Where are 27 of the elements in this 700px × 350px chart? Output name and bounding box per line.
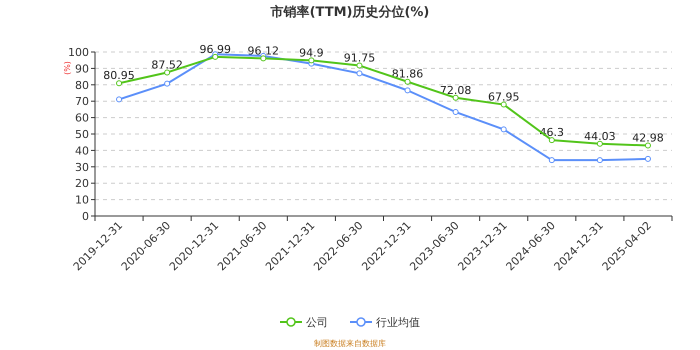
y-tick-label: 50 [75,128,89,141]
data-label: 44.03 [584,130,616,143]
data-label: 80.95 [103,69,135,82]
y-tick-label: 80 [75,78,89,92]
y-tick-label: 10 [75,194,89,207]
y-tick-label: 100 [68,46,89,59]
data-label: 42.98 [632,132,664,145]
y-tick-label: 70 [75,95,89,108]
data-label: 87.52 [151,58,183,72]
data-label: 81.86 [392,68,424,81]
y-axis-title: (%) [63,61,72,75]
data-label: 72.08 [440,84,472,97]
chart-title: 市销率(TTM)历史分位(%) [270,4,430,20]
y-tick-label: 40 [75,144,89,158]
legend-label: 公司 [306,316,328,329]
text: 制图数据来自数据库 [314,339,386,348]
y-tick-label: 0 [82,210,89,223]
data-label: 67.95 [488,90,520,104]
y-tick-label: 90 [75,62,89,76]
legend-label: 行业均值 [376,316,420,329]
y-tick-label: 30 [75,160,89,174]
data-label: 91.75 [344,52,376,65]
data-label: 94.9 [299,46,324,60]
y-tick-label: 20 [75,177,89,190]
data-label: 96.12 [248,44,280,58]
data-label: 96.99 [199,42,231,56]
y-tick-label: 60 [75,112,89,125]
